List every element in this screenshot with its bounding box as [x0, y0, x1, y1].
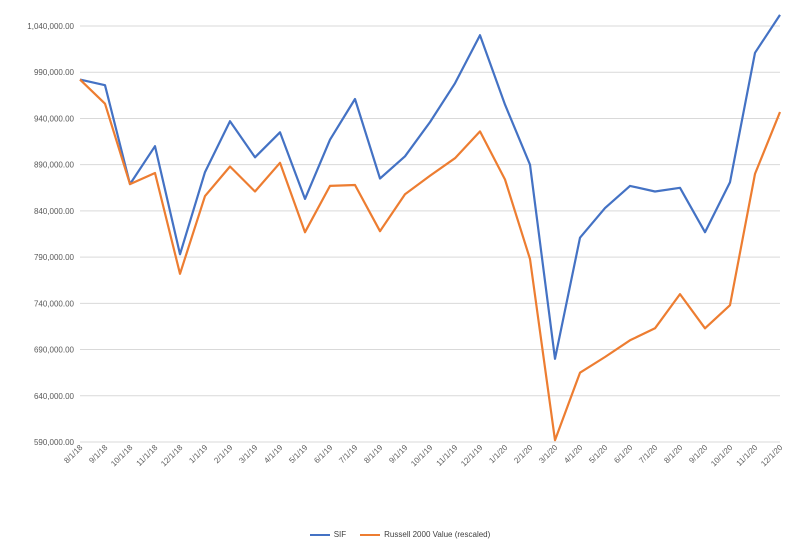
- x-tick-label: 9/1/18: [87, 443, 109, 465]
- x-tick-label: 12/1/19: [459, 443, 485, 469]
- x-tick-label: 12/1/20: [759, 443, 785, 469]
- y-tick-label: 590,000.00: [34, 438, 75, 447]
- x-tick-label: 6/1/20: [612, 443, 634, 465]
- x-tick-label: 3/1/20: [537, 443, 559, 465]
- x-tick-label: 10/1/19: [409, 443, 435, 469]
- x-tick-label: 7/1/19: [337, 443, 359, 465]
- y-tick-label: 1,040,000.00: [27, 22, 74, 31]
- y-tick-label: 790,000.00: [34, 253, 75, 262]
- x-tick-label: 9/1/19: [387, 443, 409, 465]
- series-lines: [79, 14, 782, 442]
- y-tick-label: 990,000.00: [34, 68, 75, 77]
- y-tick-label: 840,000.00: [34, 207, 75, 216]
- gridlines: [80, 25, 780, 443]
- x-tick-label: 10/1/18: [109, 443, 135, 469]
- x-axis: 8/1/18 9/1/18 10/1/18 11/1/18 12/1/18 1/1/19 2…: [62, 443, 784, 469]
- x-tick-label: 11/1/19: [435, 443, 460, 468]
- x-tick-label: 12/1/18: [159, 443, 185, 469]
- y-tick-label: 940,000.00: [34, 114, 75, 123]
- x-tick-label: 8/1/20: [662, 443, 684, 465]
- series-line-russell: [79, 78, 782, 442]
- x-tick-label: 5/1/19: [287, 443, 309, 465]
- x-tick-label: 5/1/20: [587, 443, 609, 465]
- legend-label-sif: SIF: [333, 530, 347, 539]
- y-tick-label: 690,000.00: [34, 346, 75, 355]
- x-tick-label: 1/1/20: [487, 443, 509, 465]
- y-tick-label: 890,000.00: [34, 161, 75, 170]
- y-tick-label: 640,000.00: [34, 392, 75, 401]
- x-tick-label: 9/1/20: [687, 443, 709, 465]
- x-tick-label: 1/1/19: [187, 443, 209, 465]
- legend: SIF Russell 2000 Value (rescaled): [0, 530, 800, 539]
- x-tick-label: 11/1/20: [735, 443, 760, 468]
- x-tick-label: 2/1/19: [212, 443, 234, 465]
- x-tick-label: 4/1/19: [262, 443, 284, 465]
- x-tick-label: 10/1/20: [709, 443, 735, 469]
- y-tick-label: 740,000.00: [34, 299, 75, 308]
- legend-label-russell: Russell 2000 Value (rescaled): [384, 530, 491, 539]
- series-line-sif: [79, 14, 781, 360]
- y-axis: 590,000.00 640,000.00 690,000.00 740,000.00…: [27, 22, 74, 447]
- x-tick-label: 8/1/19: [362, 443, 384, 465]
- x-tick-label: 6/1/19: [312, 443, 334, 465]
- legend-swatch-russell: [360, 533, 381, 536]
- x-tick-label: 3/1/19: [237, 443, 259, 465]
- x-tick-label: 2/1/20: [512, 443, 534, 465]
- x-tick-label: 7/1/20: [637, 443, 659, 465]
- legend-item-sif: SIF: [309, 530, 347, 539]
- legend-swatch-sif: [309, 533, 330, 536]
- legend-item-russell: Russell 2000 Value (rescaled): [360, 530, 490, 539]
- x-tick-label: 4/1/20: [562, 443, 584, 465]
- x-tick-label: 11/1/18: [135, 443, 160, 468]
